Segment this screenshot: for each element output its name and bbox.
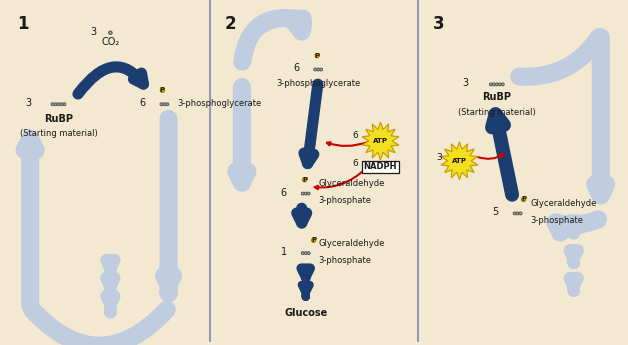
Text: 3: 3 [462,78,468,88]
Text: 5: 5 [492,207,499,217]
Text: (Starting material): (Starting material) [19,129,97,138]
Circle shape [307,192,310,195]
Circle shape [305,192,307,195]
Text: 3-phosphoglycerate: 3-phosphoglycerate [276,79,360,88]
Circle shape [60,103,63,106]
Text: CO₂: CO₂ [101,37,119,47]
Circle shape [303,178,306,181]
Text: 1: 1 [281,247,287,257]
Polygon shape [362,122,399,160]
Circle shape [492,83,495,86]
Text: P: P [311,237,316,243]
Text: P: P [160,87,165,93]
Text: 2: 2 [225,15,237,33]
Circle shape [519,212,522,215]
Text: 6: 6 [281,188,287,198]
Text: 1: 1 [17,15,29,33]
Text: Glyceraldehyde: Glyceraldehyde [531,199,597,208]
Text: ATP: ATP [452,158,467,164]
Circle shape [54,103,57,106]
Text: 6: 6 [353,131,359,140]
Circle shape [314,68,317,71]
Text: NADPH: NADPH [364,162,398,171]
Circle shape [301,192,304,195]
Circle shape [499,83,501,86]
Text: ATP: ATP [373,138,388,144]
Circle shape [489,83,492,86]
Circle shape [307,252,310,255]
Circle shape [320,68,323,71]
Text: Glyceraldehyde: Glyceraldehyde [318,179,385,188]
Text: Glucose: Glucose [284,308,327,318]
Circle shape [522,197,526,201]
Text: 3: 3 [433,15,445,33]
Text: P: P [521,197,526,203]
Circle shape [317,68,320,71]
Text: 3-phosphate: 3-phosphate [318,256,372,265]
Polygon shape [441,142,478,180]
Circle shape [516,212,519,215]
Text: 3-phosphate: 3-phosphate [531,216,583,225]
Circle shape [301,252,304,255]
Circle shape [166,103,169,106]
Text: 6: 6 [353,159,359,168]
Circle shape [501,83,504,86]
Text: 3: 3 [26,98,32,108]
Circle shape [305,252,307,255]
Text: RuBP: RuBP [482,92,511,102]
Circle shape [163,103,166,106]
Circle shape [109,31,112,34]
Text: 6: 6 [139,98,146,108]
Circle shape [513,212,516,215]
Text: Glyceraldehyde: Glyceraldehyde [318,239,385,248]
Text: (Starting material): (Starting material) [458,108,536,117]
Text: P: P [315,52,320,59]
Circle shape [160,88,165,92]
Circle shape [160,103,163,106]
Circle shape [315,53,319,58]
Text: 3: 3 [436,153,443,162]
Circle shape [311,238,316,242]
Circle shape [51,103,54,106]
Text: 3-phosphoglycerate: 3-phosphoglycerate [177,99,261,108]
Text: 6: 6 [293,63,300,73]
Text: RuBP: RuBP [44,114,73,124]
Text: 3: 3 [90,27,97,37]
Text: 3-phosphate: 3-phosphate [318,196,372,205]
Circle shape [57,103,60,106]
Text: P: P [302,177,307,183]
Circle shape [63,103,66,106]
Circle shape [495,83,498,86]
